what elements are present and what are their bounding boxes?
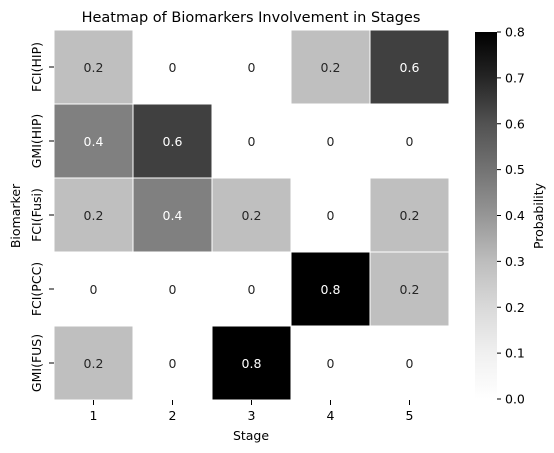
x-tick-label: 1 (90, 408, 98, 423)
heatmap-cell (132, 29, 213, 105)
heatmap-cell (53, 325, 134, 401)
colorbar-tick-label: 0.0 (505, 392, 525, 407)
heatmap-cell (290, 29, 371, 105)
cell-value-label: 0.8 (321, 282, 341, 297)
cell-value-label: 0.2 (242, 208, 262, 223)
cell-value-label: 0.2 (321, 60, 341, 75)
y-tick-label: FCI(Fusi) (29, 188, 44, 242)
heatmap-cell (132, 251, 213, 327)
heatmap-cell (211, 251, 292, 327)
cell-value-label: 0 (327, 134, 335, 149)
colorbar-tick-label: 0.3 (505, 254, 525, 269)
colorbar-tick-label: 0.4 (505, 208, 525, 223)
cell-value-label: 0.2 (84, 60, 104, 75)
x-tick-labels: 1 2 3 4 5 (90, 400, 414, 423)
cell-value-label: 0 (327, 356, 335, 371)
cell-value-label: 0 (169, 356, 177, 371)
heatmap-cells: 0.2 0 0 0.2 0.6 0.4 0.6 0 0 0 0.2 0.4 0.2 0 0.2 0 0 0 0.8 0… (53, 29, 450, 401)
colorbar-tick-label: 0.7 (505, 70, 525, 85)
heatmap-cell (369, 103, 450, 179)
cell-value-label: 0 (90, 282, 98, 297)
heatmap-cell (290, 177, 371, 253)
heatmap-cell (369, 177, 450, 253)
heatmap-cell (211, 29, 292, 105)
cell-value-label: 0 (327, 208, 335, 223)
colorbar (475, 32, 497, 399)
y-tick-label: FCI(PCC) (29, 262, 44, 316)
y-tick-label: GMI(FUS) (29, 334, 44, 392)
cell-value-label: 0 (248, 60, 256, 75)
cell-value-label: 0.2 (84, 356, 104, 371)
y-tick-label: GMI(HIP) (29, 114, 44, 169)
heatmap-cell (53, 29, 134, 105)
cell-value-label: 0.6 (400, 60, 420, 75)
heatmap-cell (132, 177, 213, 253)
heatmap-cell (211, 177, 292, 253)
y-axis-label: Biomarker (8, 183, 23, 248)
heatmap-cell (369, 325, 450, 401)
colorbar-label: Probability (531, 182, 546, 249)
cell-value-label: 0.6 (163, 134, 183, 149)
cell-value-label: 0 (406, 134, 414, 149)
colorbar-tick-labels: 0.0 0.1 0.2 0.3 0.4 0.5 0.6 0.7 0.8 (497, 25, 525, 407)
heatmap-cell (290, 251, 371, 327)
cell-value-label: 0.4 (84, 134, 104, 149)
heatmap-cell (369, 251, 450, 327)
cell-value-label: 0 (406, 356, 414, 371)
heatmap-cell (132, 325, 213, 401)
heatmap-cell (211, 103, 292, 179)
y-tick-labels: FCI(HIP) GMI(HIP) FCI(Fusi) FCI(PCC) GMI(FUS… (29, 42, 54, 392)
colorbar-tick-label: 0.6 (505, 116, 525, 131)
x-tick-label: 3 (248, 408, 256, 423)
cell-value-label: 0 (248, 134, 256, 149)
heatmap-cell (211, 325, 292, 401)
cell-value-label: 0.2 (400, 208, 420, 223)
colorbar-tick-label: 0.1 (505, 346, 525, 361)
cell-value-label: 0.8 (242, 356, 262, 371)
cell-value-label: 0.4 (163, 208, 183, 223)
x-tick-label: 2 (169, 408, 177, 423)
cell-value-label: 0 (169, 282, 177, 297)
cell-value-label: 0 (248, 282, 256, 297)
colorbar-tick-label: 0.5 (505, 162, 525, 177)
cell-value-label: 0 (169, 60, 177, 75)
colorbar-tick-label: 0.8 (505, 25, 525, 40)
heatmap-cell (369, 29, 450, 105)
x-axis-label: Stage (233, 428, 269, 443)
chart-title: Heatmap of Biomarkers Involvement in Sta… (82, 10, 421, 26)
colorbar-tick-label: 0.2 (505, 300, 525, 315)
cell-value-label: 0.2 (400, 282, 420, 297)
y-tick-label: FCI(HIP) (29, 42, 44, 92)
x-tick-label: 4 (327, 408, 335, 423)
x-tick-label: 5 (406, 408, 414, 423)
heatmap-cell (53, 103, 134, 179)
cell-value-label: 0.2 (84, 208, 104, 223)
